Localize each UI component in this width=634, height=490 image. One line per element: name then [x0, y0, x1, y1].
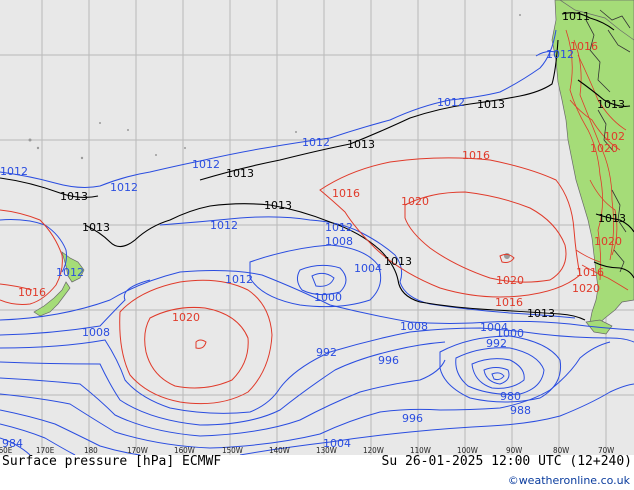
new-zealand-south-land: [33, 281, 71, 317]
map-canvas: 1012 1012 1012 1012 1012 1012 1012 1012 …: [0, 0, 634, 455]
contour-label: 1004: [354, 262, 382, 275]
lon-tick: 170E: [36, 446, 55, 455]
isobar-1012: [0, 29, 576, 319]
contour-label: 1008: [400, 320, 428, 333]
contour-label: 996: [378, 354, 399, 367]
contour-label: 1012: [0, 165, 28, 178]
contour-label: 1008: [325, 235, 353, 248]
contour-label: 992: [486, 337, 507, 350]
contour-label: 1013: [527, 307, 555, 320]
contour-label: 1004: [323, 437, 351, 450]
credit-link[interactable]: ©weatheronline.co.uk: [507, 474, 630, 487]
lon-tick: 150W: [222, 446, 243, 455]
contour-labels: 1012 1012 1012 1012 1012 1012 1012 1012 …: [0, 10, 626, 450]
contour-label: 1020: [572, 282, 600, 295]
contour-label: 1020: [172, 311, 200, 324]
contour-label: 996: [402, 412, 423, 425]
contour-label: 1020: [496, 274, 524, 287]
contour-label: 1013: [477, 98, 505, 111]
contour-label: 1020: [594, 235, 622, 248]
contour-label: 1016: [495, 296, 523, 309]
andes-coastline-detail: [585, 9, 631, 273]
lon-tick: 110W: [410, 446, 431, 455]
contour-label: 1013: [597, 98, 625, 111]
contour-label: 1000: [314, 291, 342, 304]
contour-label: 1012: [437, 96, 465, 109]
lon-tick: 90W: [506, 446, 522, 455]
lon-tick: 130W: [316, 446, 337, 455]
contour-label: 1020: [590, 142, 618, 155]
isobar-1013: [0, 12, 634, 321]
contour-label: 1004: [480, 321, 508, 334]
contour-label: 1013: [60, 190, 88, 203]
contour-label: 1013: [264, 199, 292, 212]
contour-label: 984: [2, 437, 23, 450]
contour-label: 1012: [192, 158, 220, 171]
contour-label: 1016: [570, 40, 598, 53]
lon-tick: 140W: [269, 446, 290, 455]
contour-label: 1011: [562, 10, 590, 23]
contour-label: 1016: [462, 149, 490, 162]
lon-tick: 160W: [174, 446, 195, 455]
contour-label: 1012: [56, 266, 84, 279]
longitude-axis: 160E 170E 180 170W 160W 150W 140W 130W 1…: [0, 446, 614, 455]
contour-label: 988: [510, 404, 531, 417]
contour-label: 1012: [325, 221, 353, 234]
lon-tick: 170W: [127, 446, 148, 455]
contour-label: 1012: [110, 181, 138, 194]
contour-label: 1020: [401, 195, 429, 208]
contour-label: 1013: [598, 212, 626, 225]
contour-label: 1016: [332, 187, 360, 200]
valid-time: Su 26-01-2025 12:00 UTC (12+240): [381, 454, 632, 469]
contour-label: 102: [604, 130, 625, 143]
map-footer: Surface pressure [hPa] ECMWF Su 26-01-20…: [0, 454, 634, 490]
lon-tick: 180: [84, 446, 98, 455]
pressure-map: 1012 1012 1012 1012 1012 1012 1012 1012 …: [0, 0, 634, 455]
high-isobars: [0, 157, 581, 405]
contour-label: 1013: [347, 138, 375, 151]
central-america-land: [559, 0, 634, 41]
lon-tick: 80W: [553, 446, 569, 455]
contour-label: 1013: [384, 255, 412, 268]
lon-tick: 100W: [457, 446, 478, 455]
contour-label: 1012: [546, 48, 574, 61]
andes-high-isobars: [565, 29, 629, 291]
contour-label: 1013: [82, 221, 110, 234]
low-isobars: [0, 244, 634, 455]
contour-label: 992: [316, 346, 337, 359]
contour-label: 1016: [18, 286, 46, 299]
lon-tick: 70W: [598, 446, 614, 455]
contour-label: 980: [500, 390, 521, 403]
contour-label: 1012: [302, 136, 330, 149]
contour-label: 1013: [226, 167, 254, 180]
contour-label: 1012: [225, 273, 253, 286]
lon-tick: 160E: [0, 446, 13, 455]
new-zealand-north-land: [61, 251, 85, 283]
contour-label: 1008: [82, 326, 110, 339]
contour-label: 1012: [210, 219, 238, 232]
south-america-land: [551, 0, 634, 327]
lon-tick: 120W: [363, 446, 384, 455]
contour-label: 1000: [496, 327, 524, 340]
map-title: Surface pressure [hPa] ECMWF: [2, 454, 222, 469]
contour-label: 1016: [576, 266, 604, 279]
